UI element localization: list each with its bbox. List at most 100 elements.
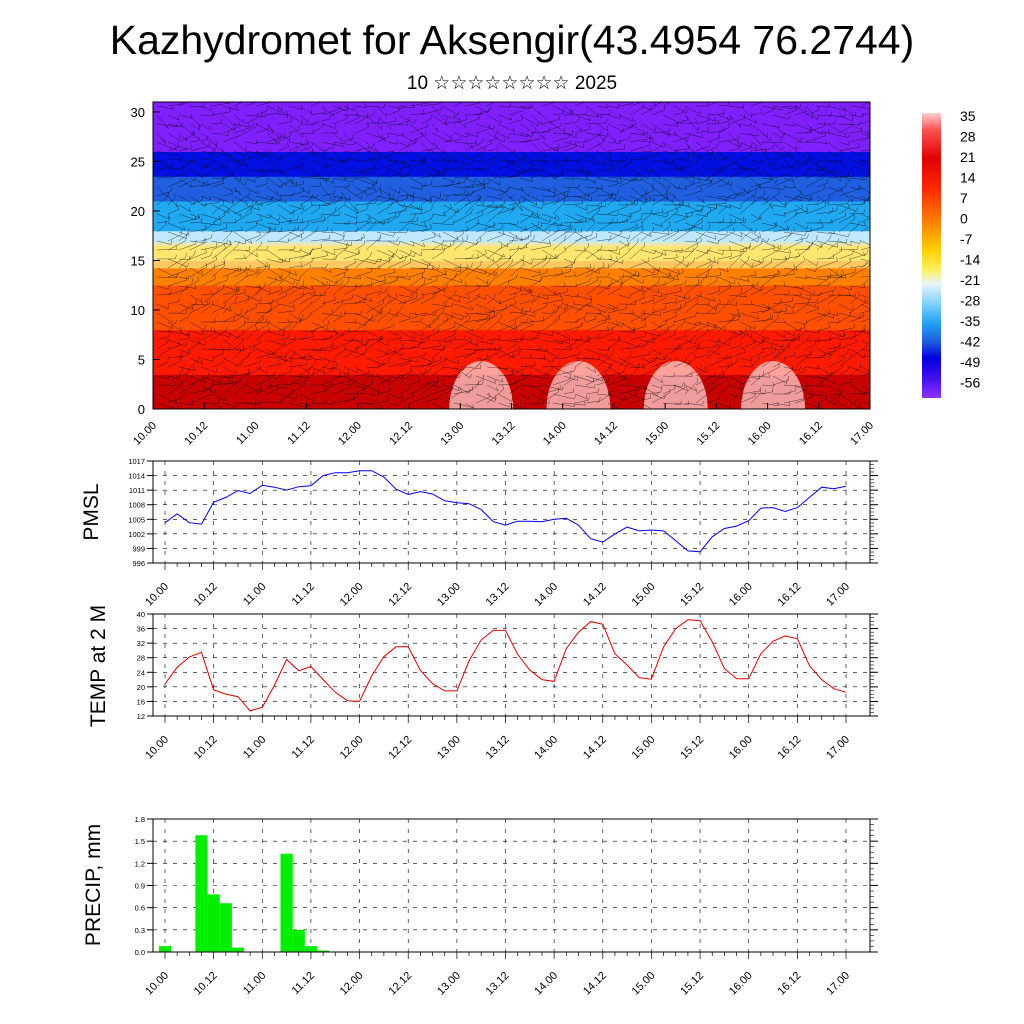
cross-xtick-label: 11.12 (285, 420, 312, 447)
ytick-label: 0.3 (135, 926, 145, 935)
xtick-label: 13.00 (435, 581, 463, 609)
colorbar-label: -35 (960, 313, 980, 329)
ytick-label: 1005 (128, 515, 145, 524)
xtick-label: 14.00 (532, 734, 560, 762)
cross-ytick-label: 15 (131, 253, 145, 268)
cross-xtick-label: 12.12 (387, 420, 415, 448)
ytick-label: 28 (137, 654, 145, 663)
cross-xtick-label: 14.00 (541, 420, 569, 448)
xtick-label: 12.12 (386, 970, 414, 998)
xtick-label: 13.12 (484, 734, 512, 762)
xtick-label: 13.00 (435, 734, 463, 762)
xtick-label: 16.12 (776, 970, 804, 998)
temp-ylabel: TEMP at 2 M (87, 605, 110, 727)
ytick-label: 0.9 (135, 882, 145, 891)
ytick-label: 40 (137, 610, 145, 619)
colorbar-gradient (922, 113, 941, 398)
ytick-label: 16 (137, 697, 145, 706)
xtick-label: 13.12 (484, 581, 512, 609)
wind-barbs (156, 102, 870, 409)
colorbar-label: -7 (960, 231, 973, 247)
xtick-label: 17.00 (824, 970, 852, 998)
xtick-label: 15.00 (630, 970, 658, 998)
temp-band (153, 201, 870, 232)
colorbar-label: 14 (960, 170, 976, 186)
pmsl-frame (152, 460, 871, 564)
xtick-label: 14.12 (581, 734, 609, 762)
xtick-label: 10.00 (143, 734, 171, 762)
pmsl-ylabel: PMSL (80, 483, 103, 540)
precip-bar (158, 946, 172, 952)
ytick-label: 999 (132, 544, 145, 553)
temp-band (153, 230, 870, 247)
page-subtitle: 10 ☆☆☆☆☆☆☆☆ 2025 (406, 73, 618, 94)
precip-panel: 0.0 0.3 0.6 0.9 1.2 1.5 1.8 10.00 10.12 11.00 11.1… (82, 815, 878, 998)
cross-ytick-label: 5 (138, 352, 145, 367)
colorbar-labels: 35 28 21 14 7 0 -7 -14 -21 -28 -35 -42 -49 -56 (960, 108, 980, 391)
precip-bar (280, 853, 293, 952)
xtick-label: 11.12 (290, 970, 317, 997)
ytick-label: 996 (132, 559, 145, 568)
temp-grid (153, 613, 870, 717)
cross-ytick-label: 30 (131, 105, 145, 120)
cross-ytick-label: 0 (138, 402, 145, 417)
precip-bar (207, 894, 220, 952)
xtick-label: 11.00 (241, 581, 268, 608)
precip-bar (219, 903, 232, 952)
xtick-label: 14.12 (581, 970, 609, 998)
xtick-label: 15.12 (678, 581, 706, 609)
xtick-label: 12.00 (338, 581, 366, 609)
cross-xtick-label: 14.12 (592, 420, 620, 448)
xtick-label: 10.12 (192, 970, 220, 998)
precip-bar (195, 835, 208, 952)
ytick-label: 12 (137, 712, 145, 721)
xtick-label: 16.12 (776, 734, 804, 762)
xtick-label: 11.00 (241, 970, 268, 997)
xtick-label: 13.12 (484, 970, 512, 998)
xtick-label: 16.00 (727, 734, 755, 762)
cross-xtick-label: 15.12 (695, 420, 723, 448)
ytick-label: 1008 (128, 501, 145, 510)
xtick-label: 16.12 (776, 581, 804, 609)
ytick-label: 0.0 (135, 948, 145, 957)
pmsl-panel: 996 999 1002 1005 1008 1011 1014 1017 10.00 10.12… (80, 457, 878, 609)
precip-grid (153, 818, 870, 953)
temp-axes: 12 16 20 24 28 32 36 40 10.00 10.12 11.00 11.12 12.0… (137, 610, 878, 762)
pmsl-grid (153, 460, 870, 564)
cross-xtick-label: 17.00 (848, 420, 876, 448)
wind-barb-field (156, 102, 870, 409)
ytick-label: 32 (137, 639, 145, 648)
warm-bubble (449, 361, 514, 409)
xtick-label: 11.00 (241, 734, 268, 761)
colorbar-label: 7 (960, 190, 968, 206)
colorbar-label: 35 (960, 108, 976, 124)
xtick-label: 15.00 (630, 734, 658, 762)
page-title: Kazhydromet for Aksengir(43.4954 76.2744… (109, 17, 915, 63)
temp-series-line (164, 619, 847, 712)
precip-bar (292, 929, 305, 952)
ytick-label: 1017 (128, 457, 145, 466)
cross-xtick-label: 12.00 (336, 420, 364, 448)
colorbar-label: -14 (960, 252, 980, 268)
temp-band (153, 329, 870, 375)
cross-xtick-label: 15.00 (643, 420, 671, 448)
xtick-label: 10.00 (143, 581, 171, 609)
xtick-label: 15.12 (678, 734, 706, 762)
xtick-label: 10.00 (143, 970, 171, 998)
xtick-label: 15.00 (630, 581, 658, 609)
ytick-label: 1.8 (135, 815, 145, 824)
ytick-label: 1.2 (135, 859, 145, 868)
ytick-label: 1002 (128, 530, 145, 539)
ytick-label: 1011 (129, 486, 145, 495)
colorbar-label: -49 (960, 354, 980, 370)
cross-xtick-label: 11.00 (234, 420, 261, 447)
xtick-label: 11.12 (290, 734, 317, 761)
xtick-label: 10.12 (192, 581, 220, 609)
ytick-label: 0.6 (135, 904, 145, 913)
precip-frame (152, 818, 871, 953)
colorbar-label: -21 (960, 272, 980, 288)
xtick-label: 12.12 (386, 581, 414, 609)
precip-bar (231, 947, 245, 952)
temp-frame (152, 613, 871, 717)
